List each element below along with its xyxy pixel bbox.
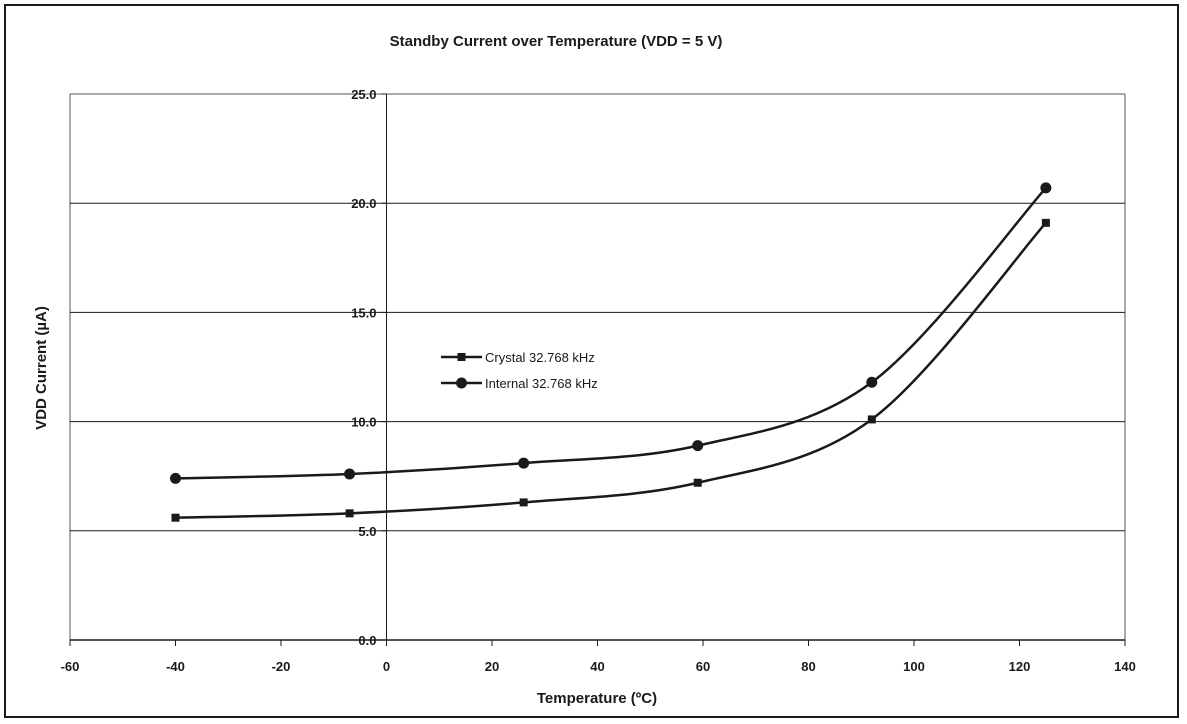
- y-tick-label: 15.0: [351, 305, 376, 320]
- data-point-crystal: [345, 509, 354, 518]
- y-tick-label: 10.0: [351, 415, 376, 430]
- x-tick-label: 0: [383, 659, 390, 674]
- data-point-crystal: [867, 415, 876, 424]
- x-tick-label: 40: [590, 659, 604, 674]
- data-point-internal: [518, 457, 530, 469]
- data-point-internal: [170, 472, 181, 484]
- data-point-internal: [692, 440, 704, 452]
- y-tick-label: 25.0: [351, 87, 376, 102]
- legend-marker-internal: [456, 377, 467, 389]
- x-tick-label: 60: [696, 659, 710, 674]
- data-point-internal: [1040, 182, 1052, 194]
- data-point-crystal: [519, 498, 528, 507]
- data-point-crystal: [693, 478, 702, 487]
- x-tick-label: 120: [1009, 659, 1031, 674]
- axes: [69, 93, 1126, 646]
- x-tick-label: 80: [801, 659, 815, 674]
- chart-title: Standby Current over Temperature (VDD = …: [390, 33, 723, 50]
- grid: [69, 93, 1126, 640]
- data-point-internal: [866, 376, 878, 388]
- series: [170, 182, 1052, 522]
- y-tick-label: 5.0: [358, 524, 376, 539]
- legend: Crystal 32.768 kHz Internal 32.768 kHz: [441, 350, 598, 391]
- series-line-crystal: [175, 222, 1047, 519]
- chart-frame: [4, 4, 1179, 718]
- x-axis-title: Temperature (ºC): [537, 690, 657, 707]
- x-tick-label: -20: [272, 659, 291, 674]
- x-tick-label: -60: [61, 659, 80, 674]
- y-tick-label: 0.0: [358, 633, 376, 648]
- y-tick-label: 20.0: [351, 196, 376, 211]
- data-point-crystal: [171, 513, 180, 522]
- x-tick-label: 20: [485, 659, 499, 674]
- tick-labels: 0.0 5.0 10.0 15.0 20.0 25.0 -60 -40 -20 0 20 40 60 80…: [61, 87, 1136, 674]
- series-line-internal: [175, 187, 1047, 480]
- x-tick-label: 100: [903, 659, 925, 674]
- legend-marker-crystal: [457, 353, 466, 361]
- x-tick-label: -40: [166, 659, 185, 674]
- legend-label-internal: Internal 32.768 kHz: [485, 376, 598, 391]
- y-axis-title: VDD Current (µA): [33, 306, 50, 430]
- data-point-internal: [344, 468, 356, 480]
- x-tick-label: 140: [1114, 659, 1136, 674]
- legend-label-crystal: Crystal 32.768 kHz: [485, 350, 595, 365]
- data-point-crystal: [1041, 218, 1050, 227]
